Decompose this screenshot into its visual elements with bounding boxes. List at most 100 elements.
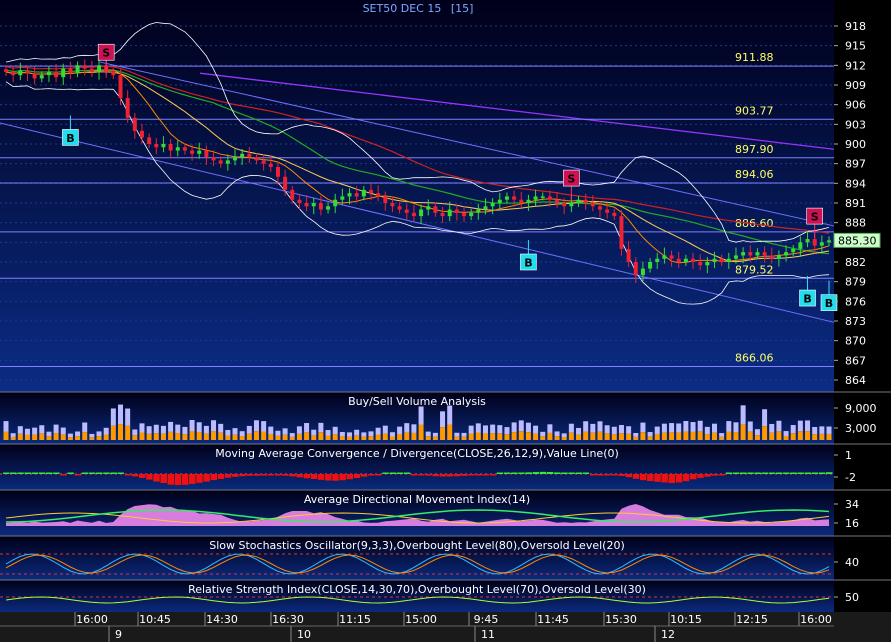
macd-bar bbox=[131, 474, 139, 477]
macd-bar bbox=[647, 474, 654, 482]
macd-bar bbox=[224, 474, 232, 478]
candle-body bbox=[190, 150, 195, 154]
candle-body bbox=[626, 248, 631, 262]
macd-bar bbox=[525, 472, 532, 474]
macd-bar bbox=[189, 474, 196, 484]
candle-body bbox=[798, 242, 803, 249]
volume-buy-bar bbox=[125, 425, 131, 440]
candle-body bbox=[175, 147, 180, 151]
volume-sell-bar bbox=[239, 431, 245, 437]
volume-sell-bar bbox=[347, 432, 353, 437]
macd-bar bbox=[461, 474, 468, 476]
macd-bar bbox=[67, 472, 74, 474]
volume-sell-bar bbox=[160, 425, 166, 434]
volume-sell-bar bbox=[53, 424, 59, 434]
volume-buy-bar bbox=[590, 432, 596, 440]
volume-sell-bar bbox=[132, 429, 138, 436]
candle-body bbox=[526, 199, 531, 203]
candle-body bbox=[827, 240, 831, 243]
volume-buy-bar bbox=[196, 432, 202, 440]
volume-buy-bar bbox=[3, 431, 9, 440]
candle-body bbox=[404, 209, 409, 213]
candle-body bbox=[419, 209, 424, 217]
volume-buy-bar bbox=[404, 432, 410, 440]
volume-buy-bar bbox=[39, 433, 45, 440]
volume-sell-bar bbox=[597, 421, 603, 432]
candle-body bbox=[590, 203, 595, 207]
candle-body bbox=[68, 68, 73, 74]
candle-body bbox=[168, 144, 173, 151]
volume-buy-bar bbox=[232, 434, 238, 440]
volume-buy-bar bbox=[561, 437, 567, 440]
candle-body bbox=[583, 199, 588, 203]
volume-sell-bar bbox=[826, 426, 832, 434]
volume-buy-bar bbox=[318, 432, 324, 440]
volume-sell-bar bbox=[440, 411, 446, 428]
volume-sell-bar bbox=[110, 408, 116, 426]
volume-sell-bar bbox=[797, 420, 803, 432]
macd-bar bbox=[232, 474, 239, 477]
macd-bar bbox=[532, 472, 540, 474]
volume-sell-bar bbox=[554, 431, 560, 437]
macd-bar bbox=[539, 471, 547, 474]
indicator-tick-label: 40 bbox=[845, 556, 859, 569]
price-tick-label: 915 bbox=[845, 40, 866, 53]
volume-buy-bar bbox=[103, 434, 109, 440]
volume-buy-bar bbox=[482, 433, 488, 440]
volume-buy-bar bbox=[661, 432, 667, 440]
macd-bar bbox=[410, 474, 418, 476]
volume-sell-bar bbox=[325, 430, 331, 436]
volume-sell-bar bbox=[397, 426, 403, 434]
macd-bar bbox=[353, 474, 361, 479]
candle-body bbox=[4, 69, 8, 72]
volume-buy-bar bbox=[397, 433, 403, 440]
macd-bar bbox=[511, 472, 518, 474]
volume-buy-bar bbox=[304, 432, 310, 440]
candle-body bbox=[25, 70, 30, 74]
macd-bar bbox=[740, 472, 747, 474]
volume-sell-bar bbox=[740, 405, 746, 425]
volume-buy-bar bbox=[411, 432, 417, 440]
volume-sell-bar bbox=[432, 432, 438, 437]
volume-sell-bar bbox=[618, 425, 624, 434]
volume-buy-bar bbox=[225, 435, 231, 440]
volume-sell-bar bbox=[540, 431, 546, 437]
time-label: 14:30 bbox=[206, 613, 238, 626]
candle-body bbox=[648, 262, 653, 269]
candle-body bbox=[705, 262, 710, 266]
candle-body bbox=[805, 239, 810, 243]
volume-buy-bar bbox=[547, 432, 553, 440]
candle-body bbox=[741, 252, 746, 256]
candle-body bbox=[483, 206, 488, 210]
candle-body bbox=[619, 216, 624, 249]
volume-buy-bar bbox=[24, 434, 30, 440]
panel-title: Slow Stochastics Oscillator(9,3,3),Overb… bbox=[209, 539, 625, 552]
volume-buy-bar bbox=[640, 432, 646, 440]
volume-sell-bar bbox=[461, 432, 467, 437]
price-tick-label: 888 bbox=[845, 217, 866, 230]
volume-sell-bar bbox=[711, 423, 717, 433]
volume-buy-bar bbox=[540, 436, 546, 440]
candle-body bbox=[633, 262, 638, 276]
buy-signal-marker bbox=[520, 253, 537, 271]
candle-body bbox=[519, 199, 524, 203]
panel-title: Relative Strength Index(CLOSE,14,30,70),… bbox=[188, 583, 646, 596]
volume-buy-bar bbox=[797, 431, 803, 440]
volume-sell-bar bbox=[518, 420, 524, 432]
candle-body bbox=[562, 203, 567, 207]
volume-buy-bar bbox=[440, 427, 446, 440]
macd-bar bbox=[138, 474, 146, 478]
volume-sell-bar bbox=[67, 433, 73, 438]
macd-bar bbox=[81, 472, 89, 474]
macd-bar bbox=[761, 472, 769, 474]
volume-sell-bar bbox=[719, 433, 725, 437]
volume-sell-bar bbox=[583, 421, 589, 432]
macd-bar bbox=[117, 472, 125, 474]
price-tick-label: 912 bbox=[845, 59, 866, 72]
volume-buy-bar bbox=[711, 432, 717, 440]
candle-body bbox=[669, 255, 674, 259]
candle-body bbox=[504, 196, 509, 200]
macd-bar bbox=[797, 472, 804, 474]
macd-bar bbox=[775, 472, 783, 474]
